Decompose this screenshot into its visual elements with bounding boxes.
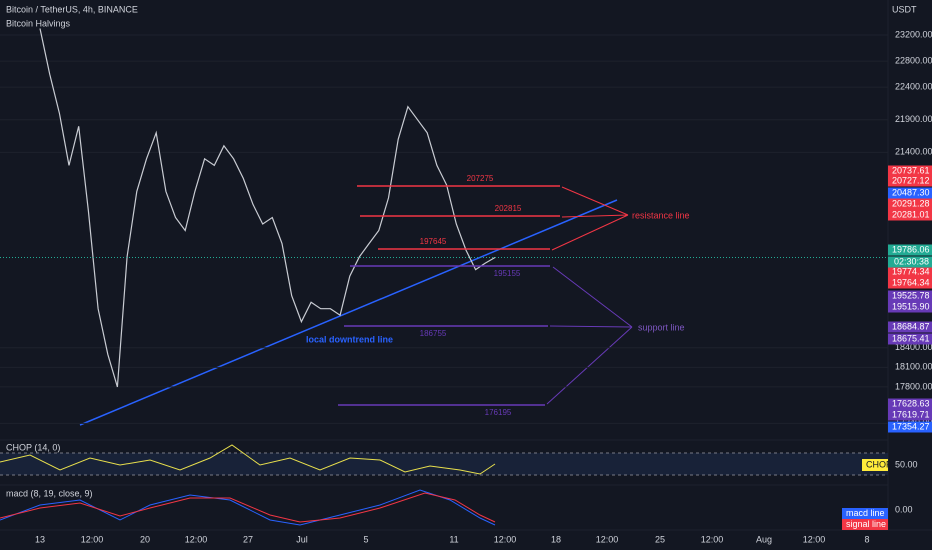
price-line: [39, 28, 496, 388]
price-tag-box: [888, 421, 932, 433]
chop-tag: CHOP: [866, 459, 892, 469]
x-tick-label: 20: [140, 534, 150, 544]
price-tag-box: [888, 244, 932, 256]
x-tick-label: 25: [655, 534, 665, 544]
arrows: [546, 186, 633, 405]
chop-value: 50.00: [895, 459, 918, 469]
y-tick-label: 22400.00: [895, 82, 932, 92]
countdown-box: [888, 256, 932, 268]
y-tick-label: 21400.00: [895, 147, 932, 157]
x-tick-label: 11: [449, 534, 458, 544]
x-tick-label: 13: [35, 534, 45, 544]
y-tick-label: 23200.00: [895, 29, 932, 39]
macd-tag: macd line: [846, 508, 885, 518]
x-tick-label: 12:00: [81, 534, 104, 544]
price-tag-box: [888, 409, 932, 421]
signal-tag: signal line: [846, 519, 886, 529]
price-tag: 20281.01: [892, 209, 930, 219]
resistance-label: resistance line: [632, 210, 690, 220]
price-tag-box: [888, 398, 932, 410]
level-label: 186755: [420, 329, 447, 338]
level-label: 207275: [467, 174, 494, 183]
price-tag-box: [888, 301, 932, 313]
countdown: 02:30:38: [894, 256, 929, 266]
price-tag-box: [888, 187, 932, 199]
x-tick-label: 12:00: [494, 534, 517, 544]
chop-line: [0, 444, 496, 475]
level-label: 197645: [420, 237, 447, 246]
level-label: 176195: [485, 408, 512, 417]
price-tag-box: [888, 290, 932, 302]
price-tag: 19774.34: [892, 266, 930, 276]
price-tag-box: [888, 198, 932, 210]
macd-tag-box: [842, 508, 888, 519]
macd-title: macd (8, 19, close, 9): [6, 488, 93, 498]
price-tag: 20727.12: [892, 175, 930, 185]
price-tag: 18684.87: [892, 321, 930, 331]
chop-title: CHOP (14, 0): [6, 442, 60, 452]
x-tick-label: Aug: [756, 534, 772, 544]
support-label: support line: [638, 322, 685, 332]
chop-tag-box: [862, 459, 888, 471]
price-tag: 19515.90: [892, 301, 930, 311]
x-tick-label: Jul: [296, 534, 308, 544]
x-tick-label: 12:00: [803, 534, 826, 544]
price-tag: 17619.71: [892, 409, 930, 419]
price-tag: 19525.78: [892, 290, 930, 300]
x-tick-label: 5: [363, 534, 368, 544]
x-tick-label: 12:00: [701, 534, 724, 544]
signal-line: [0, 492, 496, 523]
chop-band: [0, 453, 888, 475]
price-tag-box: [888, 209, 932, 221]
price-tag: 17354.27: [892, 421, 930, 431]
x-tick-label: 8: [864, 534, 869, 544]
trend-label: local downtrend line: [306, 334, 393, 344]
price-tag-box: [888, 266, 932, 278]
price-tag: 19786.06: [892, 244, 930, 254]
y-tick-label: 17800.00: [895, 381, 932, 391]
price-tag: 20487.30: [892, 187, 930, 197]
price-tag: 20291.28: [892, 198, 930, 208]
level-label: 195155: [494, 269, 521, 278]
x-tick-label: 18: [551, 534, 561, 544]
price-tag: 17628.63: [892, 398, 930, 408]
price-tag-box: [888, 277, 932, 289]
y-tick-label: 22800.00: [895, 55, 932, 65]
x-tick-label: 27: [243, 534, 253, 544]
trend-line: [79, 199, 618, 426]
x-tick-label: 12:00: [596, 534, 619, 544]
macd-value: 0.00: [895, 504, 913, 514]
price-tag: 20737.61: [892, 165, 930, 175]
level-label: 202815: [495, 204, 522, 213]
x-tick-label: 12:00: [185, 534, 208, 544]
y-tick-label: 18100.00: [895, 362, 932, 372]
y-tick-label: 21900.00: [895, 114, 932, 124]
price-tag-box: [888, 333, 932, 345]
y-tick-label: 18400.00: [895, 342, 932, 352]
symbol: Bitcoin / TetherUS, 4h, BINANCE: [6, 4, 138, 14]
price-tag-box: [888, 175, 932, 187]
price-tag: 19764.34: [892, 277, 930, 287]
currency: USDT: [892, 4, 917, 14]
price-tag-box: [888, 321, 932, 333]
price-tag: 18675.41: [892, 333, 930, 343]
signal-tag-box: [842, 519, 888, 530]
price-tag-box: [888, 165, 932, 177]
indicator: Bitcoin Halvings: [6, 18, 71, 28]
